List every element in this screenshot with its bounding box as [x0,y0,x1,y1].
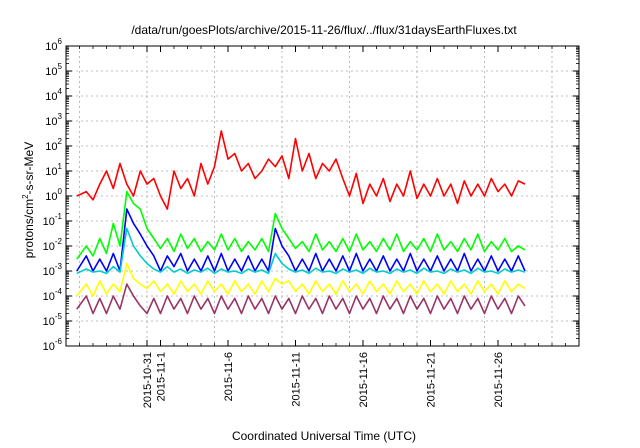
y-tick-label-base: 10 [43,291,55,303]
y-tick-label-base: 10 [45,166,57,178]
y-tick-label-base: 10 [43,266,55,278]
series-line-3 [76,208,526,272]
x-tick-label: 2015-11-16 [358,352,370,407]
x-tick-label: 2015-10-31 [142,352,154,408]
x-tick-label: 2015-11-21 [426,352,438,407]
x-tick-label: 2015-11-1 [156,352,168,401]
y-tick-label: 104 [45,87,62,103]
y-tick-label-exponent: -4 [55,287,63,296]
y-tick-label-exponent: -1 [55,212,63,221]
y-tick-label-exponent: -2 [55,237,63,246]
y-tick-label: 10-5 [43,312,63,328]
y-tick-label-base: 10 [43,316,55,328]
y-tick-label-base: 10 [45,141,57,153]
x-tick-label: 2015-11-11 [291,352,303,407]
y-tick-label-exponent: -5 [55,312,63,321]
y-tick-label-exponent: 5 [58,62,63,71]
series-line-2 [76,190,526,260]
y-tick-label-base: 10 [45,91,57,103]
y-axis-label-exponent: 2 [21,194,30,199]
series-line-6 [76,283,526,315]
axis-ticks: 10-610-510-410-310-210-11001011021031041… [43,37,580,408]
y-tick-label-base: 10 [43,341,55,353]
y-tick-label-base: 10 [43,241,55,253]
y-tick-label: 106 [45,37,62,53]
y-tick-label: 103 [45,112,62,128]
y-tick-label-base: 10 [45,66,57,78]
y-tick-label: 10-6 [43,337,63,353]
series-group [76,130,526,315]
chart-title: /data/run/goesPlots/archive/2015-11-26/f… [131,23,517,37]
y-tick-label-exponent: -6 [55,337,63,346]
y-axis-label-main: protons/cm [22,199,36,258]
series-line-4 [76,227,526,275]
y-tick-label: 10-2 [43,237,63,253]
y-tick-label-base: 10 [45,41,57,53]
y-tick-label: 10-4 [43,287,63,303]
x-tick-label: 2015-11-6 [223,352,235,401]
y-tick-label: 10-3 [43,262,63,278]
y-tick-label-base: 10 [45,116,57,128]
y-tick-label-base: 10 [45,191,57,203]
y-tick-label: 101 [45,162,62,178]
y-tick-label: 105 [45,62,62,78]
y-tick-label-exponent: 1 [58,162,63,171]
y-tick-label-exponent: 6 [58,37,63,46]
y-tick-label-exponent: 4 [58,87,63,96]
y-tick-label-base: 10 [43,216,55,228]
y-tick-label: 10-1 [43,212,63,228]
y-axis-label-suffix: -s-sr-MeV [22,142,36,195]
y-axis-label: protons/cm2-s-sr-MeV [21,142,36,258]
series-line-1 [76,130,526,210]
x-tick-label: 2015-11-26 [493,352,505,407]
y-tick-label-exponent: -3 [55,262,63,271]
y-tick-label-exponent: 0 [58,187,63,196]
y-tick-label-exponent: 2 [58,137,63,146]
y-tick-label: 102 [45,137,62,153]
y-tick-label-exponent: 3 [58,112,63,121]
x-axis-label: Coordinated Universal Time (UTC) [232,429,416,443]
series-line-5 [76,262,526,297]
y-tick-label: 100 [45,187,62,203]
